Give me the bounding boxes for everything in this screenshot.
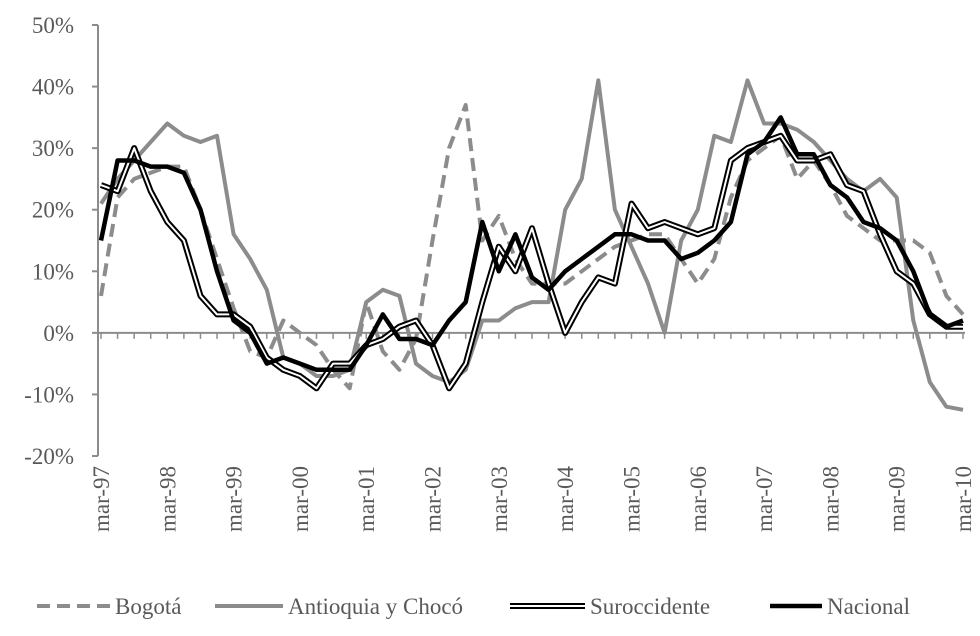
x-tick-label: mar-09 — [885, 466, 910, 532]
series-line — [99, 132, 963, 392]
legend-label: Antioquia y Chocó — [288, 594, 463, 619]
x-tick-label: mar-00 — [288, 466, 313, 532]
x-tick-label: mar-98 — [155, 466, 180, 532]
x-tick-label: mar-06 — [686, 466, 711, 532]
y-tick-label: 10% — [32, 259, 74, 284]
y-tick-label: -10% — [24, 382, 74, 407]
legend-label: Bogotá — [115, 594, 181, 619]
series-line-inner — [100, 134, 963, 390]
y-tick-label: 50% — [32, 13, 74, 38]
x-tick-label: mar-05 — [619, 466, 644, 532]
y-tick-label: 30% — [32, 136, 74, 161]
series-line — [98, 115, 964, 373]
y-tick-label: 40% — [32, 75, 74, 100]
legend-label: Suroccidente — [590, 594, 710, 619]
x-tick-label: mar-10 — [951, 466, 976, 532]
y-tick-label: 20% — [32, 198, 74, 223]
x-tick-label: mar-03 — [487, 466, 512, 532]
x-tick-label: mar-08 — [818, 466, 843, 532]
x-tick-label: mar-02 — [421, 466, 446, 532]
legend-label: Nacional — [827, 594, 910, 619]
series-line — [99, 103, 965, 391]
y-tick-label: 0% — [43, 321, 74, 346]
x-tick-label: mar-04 — [553, 466, 578, 532]
y-tick-label: -20% — [24, 444, 74, 469]
x-tick-label: mar-01 — [354, 466, 379, 532]
series-line — [99, 78, 964, 412]
x-tick-label: mar-99 — [222, 466, 247, 532]
x-tick-label: mar-97 — [89, 466, 114, 532]
x-tick-label: mar-07 — [752, 466, 777, 532]
